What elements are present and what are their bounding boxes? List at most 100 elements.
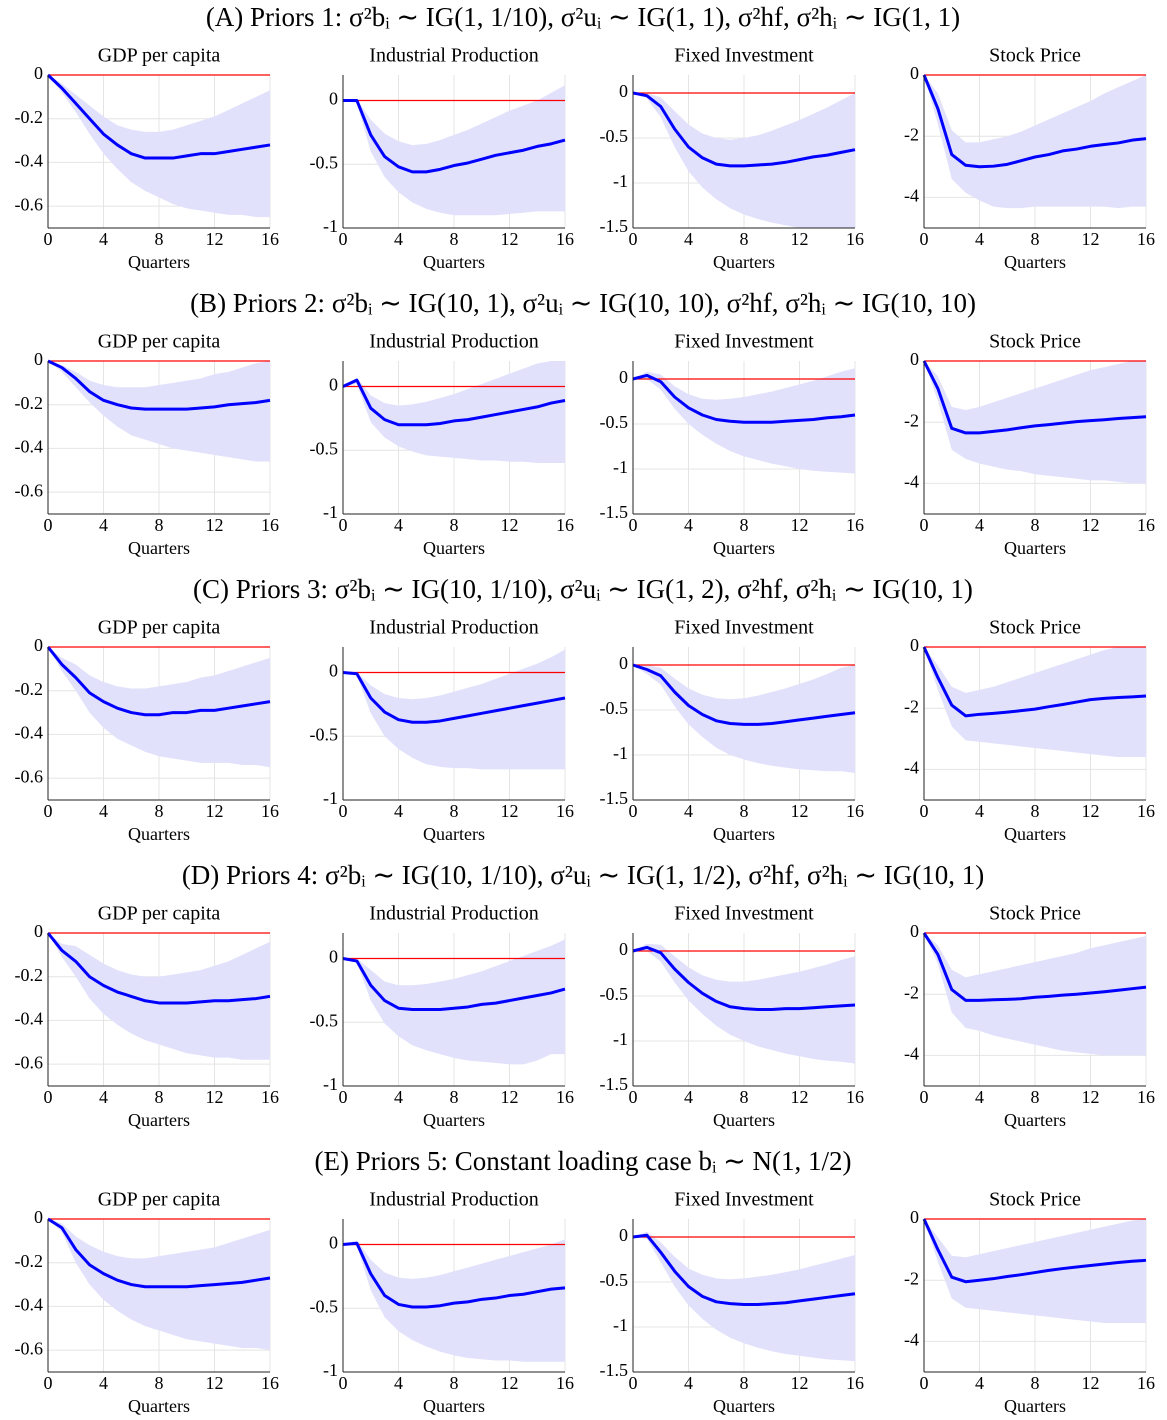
x-tick-label: 12 [501, 801, 519, 821]
x-tick-label: 12 [791, 515, 809, 535]
y-tick-label: -1 [613, 171, 628, 191]
x-tick-label: 16 [556, 515, 574, 535]
median-line [922, 932, 1147, 1002]
x-tick-label: 4 [99, 515, 108, 535]
panel-title: Industrial Production [369, 617, 538, 639]
credible-band [48, 1219, 270, 1351]
x-tick-label: 0 [44, 1373, 53, 1393]
median-line [922, 646, 1147, 718]
x-axis-label: Quarters [423, 1396, 485, 1416]
x-tick-label: 16 [261, 515, 279, 535]
y-tick-label: -0.5 [310, 1010, 339, 1030]
y-tick-label: -0.5 [600, 1270, 629, 1290]
y-tick-label: -0.2 [15, 107, 44, 127]
x-tick-label: 0 [629, 801, 638, 821]
y-tick-label: -0.5 [310, 438, 339, 458]
credible-band [633, 943, 855, 1064]
x-tick-label: 0 [339, 1087, 348, 1107]
panel-title: Industrial Production [369, 903, 538, 925]
y-tick-label: -1 [613, 1315, 628, 1335]
panel-title: Industrial Production [369, 331, 538, 353]
median-line [46, 73, 271, 160]
x-tick-label: 12 [501, 1087, 519, 1107]
y-tick-label: 0 [619, 1225, 628, 1245]
x-tick-label: 16 [1137, 1087, 1155, 1107]
y-tick-label: -0.6 [15, 1052, 44, 1072]
y-tick-label: -1 [323, 1360, 338, 1380]
x-tick-label: 0 [920, 515, 929, 535]
x-tick-label: 16 [556, 229, 574, 249]
credible-band [343, 939, 565, 1065]
y-tick-label: -0.4 [15, 1009, 44, 1029]
y-tick-label: -1 [613, 743, 628, 763]
y-tick-label: -1.5 [600, 1360, 629, 1380]
y-tick-label: -0.5 [600, 984, 629, 1004]
y-tick-label: 0 [619, 367, 628, 387]
x-tick-label: 12 [206, 229, 224, 249]
x-axis-label: Quarters [128, 1396, 190, 1416]
x-tick-label: 0 [339, 801, 348, 821]
x-tick-label: 4 [99, 1087, 108, 1107]
x-tick-label: 0 [920, 1373, 929, 1393]
y-tick-label: 0 [619, 939, 628, 959]
x-axis-label: Quarters [423, 538, 485, 558]
x-axis-label: Quarters [1004, 824, 1066, 844]
median-line [46, 646, 271, 717]
credible-band [633, 1231, 855, 1362]
y-tick-label: -0.6 [15, 1338, 44, 1358]
x-tick-label: 8 [740, 1373, 749, 1393]
x-tick-label: 4 [975, 1373, 984, 1393]
y-tick-label: -0.4 [15, 151, 44, 171]
y-tick-label: -4 [904, 758, 919, 778]
x-axis-label: Quarters [713, 1396, 775, 1416]
x-tick-label: 4 [975, 515, 984, 535]
y-tick-label: 0 [329, 1233, 338, 1253]
x-axis-label: Quarters [713, 538, 775, 558]
x-tick-label: 8 [740, 515, 749, 535]
x-tick-label: 4 [394, 515, 403, 535]
credible-band [633, 93, 855, 228]
x-tick-label: 8 [155, 515, 164, 535]
x-tick-label: 12 [501, 515, 519, 535]
y-tick-label: -2 [904, 410, 919, 430]
panel-title: GDP per capita [98, 45, 221, 67]
x-tick-label: 16 [846, 515, 864, 535]
panel-title: Fixed Investment [674, 903, 814, 925]
y-tick-label: -2 [904, 696, 919, 716]
x-tick-label: 8 [1031, 1087, 1040, 1107]
credible-band [343, 1239, 565, 1362]
x-tick-label: 16 [846, 229, 864, 249]
x-axis-label: Quarters [423, 252, 485, 272]
x-tick-label: 8 [1031, 1373, 1040, 1393]
median-line [342, 671, 566, 724]
y-tick-label: -0.4 [15, 1295, 44, 1315]
x-tick-label: 4 [684, 801, 693, 821]
y-tick-label: -2 [904, 1268, 919, 1288]
median-line [922, 74, 1147, 169]
x-tick-label: 4 [975, 1087, 984, 1107]
y-tick-label: 0 [910, 63, 919, 83]
y-tick-label: -0.5 [600, 698, 629, 718]
x-tick-label: 4 [99, 1373, 108, 1393]
y-tick-label: -0.5 [310, 152, 339, 172]
x-tick-label: 0 [44, 1087, 53, 1107]
y-tick-label: -2 [904, 124, 919, 144]
median-line [922, 1218, 1147, 1284]
x-tick-label: 12 [206, 1087, 224, 1107]
x-tick-label: 4 [684, 1087, 693, 1107]
x-tick-label: 8 [450, 801, 459, 821]
median-line [47, 1217, 271, 1289]
y-tick-label: 0 [910, 349, 919, 369]
x-axis-label: Quarters [128, 252, 190, 272]
y-tick-label: -0.6 [15, 766, 44, 786]
x-axis-label: Quarters [713, 1110, 775, 1130]
panel-title: Fixed Investment [674, 331, 814, 353]
x-tick-label: 12 [1082, 1087, 1100, 1107]
panel-title: GDP per capita [98, 1189, 221, 1211]
row-title: (B) Priors 2: σ²bᵢ ∼ IG(10, 1), σ²uᵢ ∼ I… [190, 288, 976, 318]
x-tick-label: 0 [339, 515, 348, 535]
y-tick-label: -1.5 [600, 216, 629, 236]
y-tick-label: -4 [904, 472, 919, 492]
x-tick-label: 4 [975, 229, 984, 249]
y-tick-label: -0.2 [15, 679, 44, 699]
